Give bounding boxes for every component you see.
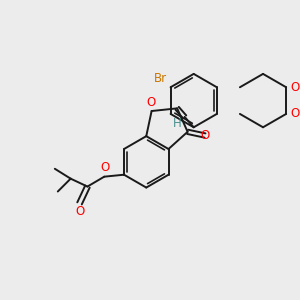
Text: O: O	[290, 107, 299, 120]
Text: O: O	[200, 129, 210, 142]
Text: O: O	[290, 81, 299, 94]
Text: O: O	[75, 205, 84, 218]
Text: Br: Br	[154, 72, 166, 85]
Text: O: O	[146, 96, 155, 109]
Text: O: O	[100, 161, 110, 174]
Text: H: H	[173, 117, 182, 130]
